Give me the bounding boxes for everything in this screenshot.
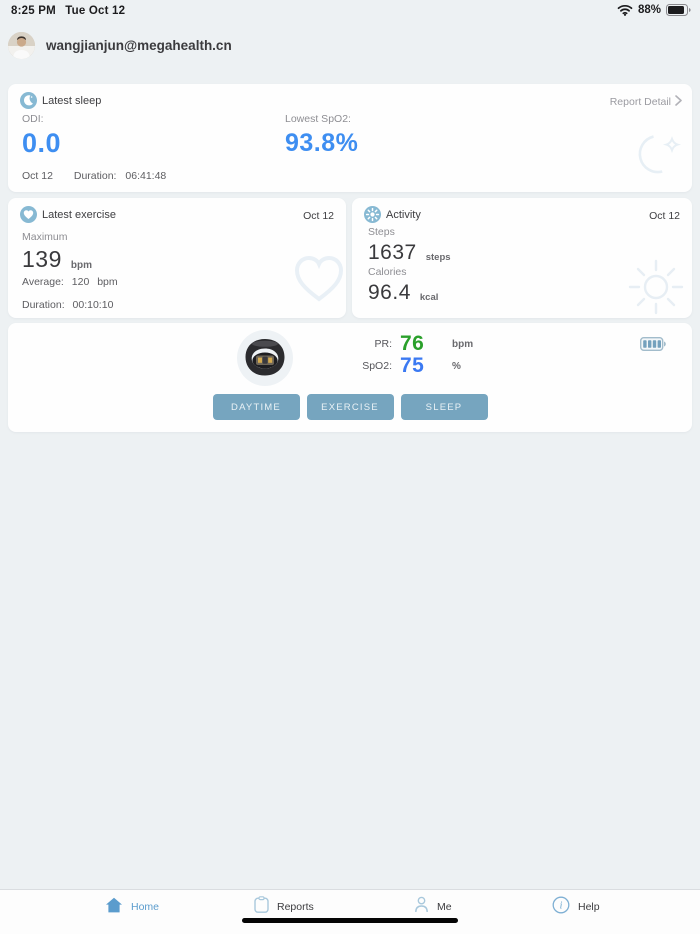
exercise-duration-row: Duration: 00:10:10: [22, 299, 113, 311]
report-detail-label: Report Detail: [609, 96, 671, 108]
sun-watermark-icon: [624, 255, 688, 324]
tab-help-label: Help: [578, 901, 600, 913]
steps-metric: Steps 1637 steps: [368, 226, 451, 265]
sleep-duration-label: Duration:: [73, 170, 117, 182]
home-icon: [105, 897, 123, 918]
wifi-icon: [617, 4, 633, 16]
steps-unit: steps: [425, 252, 451, 263]
chevron-right-icon: [675, 93, 682, 111]
battery-percent: 88%: [637, 4, 661, 16]
user-email: wangjianjun@megahealth.cn: [46, 38, 232, 53]
exercise-duration-value: 00:10:10: [72, 299, 114, 311]
exercise-card-title: Latest exercise: [42, 209, 116, 221]
maximum-label: Maximum: [22, 231, 68, 243]
tab-home[interactable]: Home: [105, 897, 160, 918]
calories-label: Calories: [368, 266, 407, 278]
status-time: 8:25 PM: [11, 5, 56, 17]
sleep-date: Oct 12: [22, 170, 53, 182]
battery-icon: [666, 4, 691, 16]
pr-unit: bpm: [452, 338, 474, 350]
help-icon: i: [552, 896, 570, 919]
device-card: PR: 76 bpm SpO2: 75 % DAYTIME EXERCISE: [8, 323, 692, 432]
odi-metric: ODI: 0.0: [22, 113, 61, 159]
activity-date: Oct 12: [649, 210, 680, 222]
vitals-panel: PR: 76 bpm SpO2: 75 %: [330, 332, 474, 377]
latest-sleep-card: Latest sleep Report Detail ODI: 0.0 Lowe…: [8, 84, 692, 192]
tab-home-label: Home: [131, 901, 160, 913]
status-date: Tue Oct 12: [65, 5, 126, 17]
spo2-unit: %: [452, 360, 461, 372]
sleep-button[interactable]: SLEEP: [400, 394, 488, 420]
tab-help[interactable]: i Help: [552, 896, 600, 919]
reports-icon: [254, 896, 269, 918]
exercise-duration-label: Duration:: [22, 299, 65, 311]
steps-label: Steps: [368, 226, 395, 238]
odi-value: 0.0: [22, 128, 62, 158]
lowest-spo2-metric: Lowest SpO2: 93.8%: [285, 113, 358, 158]
maximum-metric: Maximum 139 bpm: [22, 231, 92, 273]
tab-me-label: Me: [437, 901, 452, 913]
spo2-row: SpO2: 75 %: [330, 354, 473, 377]
lowest-spo2-label: Lowest SpO2:: [285, 113, 351, 125]
calories-unit: kcal: [419, 292, 439, 303]
spo2-value: 75: [400, 354, 425, 377]
exercise-button[interactable]: EXERCISE: [306, 394, 394, 420]
sleep-footer: Oct 12 Duration: 06:41:48: [22, 170, 166, 182]
pr-row: PR: 76 bpm: [330, 332, 474, 355]
steps-value: 1637: [368, 241, 417, 264]
moon-icon: [20, 92, 37, 109]
tab-bar: Home Reports Me: [0, 889, 700, 934]
heart-icon: [20, 206, 37, 223]
heart-watermark-icon: [290, 253, 348, 310]
average-label: Average:: [22, 276, 64, 288]
svg-text:i: i: [560, 900, 563, 911]
moon-watermark-icon: [628, 129, 684, 190]
exercise-date: Oct 12: [303, 210, 334, 222]
average-row: Average: 120 bpm: [22, 276, 118, 288]
user-row[interactable]: wangjianjun@megahealth.cn: [8, 32, 232, 59]
sleep-duration-value: 06:41:48: [125, 170, 167, 182]
mode-buttons: DAYTIME EXERCISE SLEEP: [8, 394, 692, 420]
activity-card: Activity Oct 12 Steps 1637 steps Calorie…: [352, 198, 692, 318]
maximum-unit: bpm: [70, 260, 92, 271]
device-battery-icon: [639, 336, 666, 356]
latest-exercise-card: Latest exercise Oct 12 Maximum 139 bpm A…: [8, 198, 346, 318]
sun-icon: [364, 206, 381, 223]
maximum-value: 139: [22, 246, 62, 272]
pr-value: 76: [400, 332, 425, 355]
average-value: 120: [71, 276, 90, 288]
ring-device-image: [236, 329, 294, 387]
tab-me[interactable]: Me: [414, 896, 452, 918]
home-indicator[interactable]: [242, 918, 458, 923]
status-bar: 8:25 PM Tue Oct 12 88%: [0, 0, 700, 24]
calories-value: 96.4: [368, 281, 411, 304]
pr-label: PR:: [374, 338, 392, 350]
person-icon: [414, 896, 429, 918]
lowest-spo2-value: 93.8%: [285, 129, 359, 157]
tab-reports[interactable]: Reports: [254, 896, 314, 918]
avatar[interactable]: [8, 32, 35, 59]
report-detail-link[interactable]: Report Detail: [610, 93, 682, 111]
sleep-card-title: Latest sleep: [42, 95, 102, 107]
odi-label: ODI:: [22, 113, 44, 125]
activity-card-title: Activity: [386, 209, 421, 221]
average-unit: bpm: [97, 276, 118, 288]
tab-reports-label: Reports: [277, 901, 314, 913]
daytime-button[interactable]: DAYTIME: [212, 394, 300, 420]
spo2-label: SpO2:: [362, 360, 392, 372]
calories-metric: Calories 96.4 kcal: [368, 266, 438, 305]
